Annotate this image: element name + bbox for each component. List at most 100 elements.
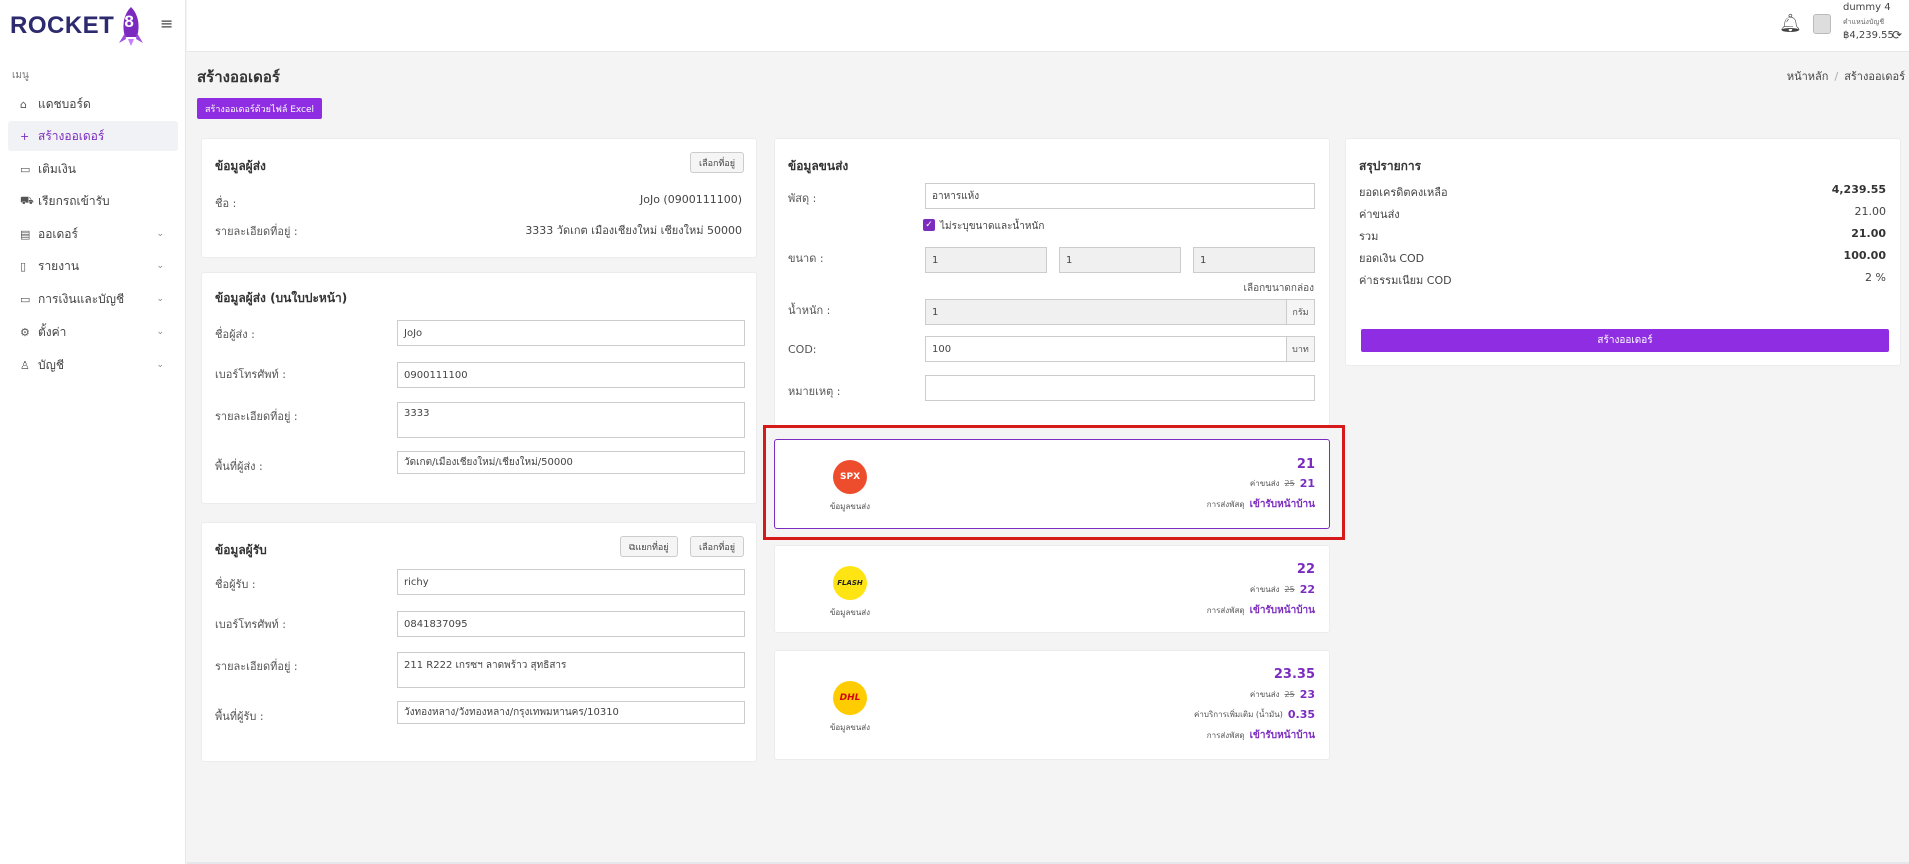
sidebar-item-pickup[interactable]: ⛟ เรียกรถเข้ารับ: [8, 186, 178, 216]
size-height-input[interactable]: 1: [1193, 247, 1315, 273]
courier-method-line: การส่งพัสดุ เข้ารับหน้าบ้าน: [1207, 603, 1315, 618]
label-sender-name-input[interactable]: JoJo: [397, 320, 745, 346]
logo[interactable]: ROCKET 8: [10, 4, 146, 48]
sidebar-item-topup[interactable]: ▭ เติมเงิน: [8, 154, 178, 184]
parcel-label: พัสดุ :: [788, 192, 817, 205]
sidebar-item-reports[interactable]: ▯ รายงาน ⌄: [8, 251, 178, 281]
label-sender-area-input[interactable]: วัดเกต/เมืองเชียงใหม่/เชียงใหม่/50000: [397, 451, 745, 474]
breadcrumb-current: สร้างออเดอร์: [1844, 70, 1905, 83]
sender-name-value: JoJo (0900111100): [639, 193, 742, 206]
receiver-name-input[interactable]: richy: [397, 569, 745, 595]
choose-box-size-link[interactable]: เลือกขนาดกล่อง: [1243, 283, 1314, 294]
cod-input[interactable]: 100: [925, 336, 1287, 362]
label-sender-phone-input[interactable]: 0900111100: [397, 362, 745, 388]
gear-icon: ⚙: [20, 325, 30, 339]
excel-import-button[interactable]: สร้างออเดอร์ด้วยไฟล์ Excel: [197, 98, 323, 119]
parcel-input[interactable]: อาหารแห้ง: [925, 183, 1315, 209]
size-width-input[interactable]: 1: [925, 247, 1047, 273]
breadcrumb-home[interactable]: หน้าหลัก: [1786, 70, 1829, 83]
user-name[interactable]: dummy 4: [1843, 2, 1891, 13]
courier-method-value: เข้ารับหน้าบ้าน: [1249, 499, 1315, 510]
receiver-address-input[interactable]: 211 R222 เกรซฯ ลาดพร้าว สุทธิสาร: [397, 652, 745, 688]
user-role: คำแหน่งบัญชี: [1843, 18, 1885, 26]
summary-row-shipping: ค่าขนส่ง 21.00: [1359, 205, 1886, 221]
home-icon: ⌂: [20, 97, 27, 111]
create-order-button[interactable]: สร้างออเดอร์: [1361, 329, 1889, 352]
sidebar-item-label: ตั้งค่า: [38, 324, 67, 339]
sidebar-item-label: สร้างออเดอร์: [38, 128, 105, 143]
shipping-card: ข้อมูลขนส่ง พัสดุ : อาหารแห้ง ขนาด : 1 1…: [774, 138, 1330, 428]
courier-option-dhl[interactable]: DHL ข้อมูลขนส่ง 23.35 ค่าขนส่ง 25 23 ค่า…: [774, 650, 1330, 760]
receiver-phone-input[interactable]: 0841837095: [397, 611, 745, 637]
label-sender-card: ข้อมูลผู้ส่ง (บนใบปะหน้า) ชื่อผู้ส่ง : J…: [201, 272, 757, 504]
topbar: 🔔︎ dummy 4 คำแหน่งบัญชี ฿4,239.55 ⟳: [187, 0, 1909, 52]
receiver-area-input[interactable]: วังทองหลาง/วังทองหลาง/กรุงเทพมหานคร/1031…: [397, 701, 745, 724]
courier-label: ข้อมูลขนส่ง: [829, 502, 871, 511]
no-size-label: ไม่ระบุขนาดและน้ำหนัก: [940, 221, 1045, 232]
summary-row-label: ยอดเครดิตคงเหลือ: [1359, 186, 1448, 199]
sidebar-item-label: บัญชี: [38, 357, 64, 372]
money-icon: ▭: [20, 292, 31, 306]
note-input[interactable]: [925, 375, 1315, 401]
sender-choose-address-button[interactable]: เลือกที่อยู่: [690, 152, 745, 173]
spx-logo-icon: SPX: [833, 460, 867, 494]
bell-icon[interactable]: 🔔︎: [1779, 13, 1802, 34]
sidebar-item-account[interactable]: ♙ บัญชี ⌄: [8, 350, 178, 380]
footer-divider: [187, 862, 1909, 864]
sidebar-item-label: รายงาน: [38, 258, 80, 273]
chevron-down-icon: ⌄: [156, 229, 164, 239]
courier-method-line: การส่งพัสดุ เข้ารับหน้าบ้าน: [1207, 728, 1315, 743]
weight-unit: กรัม: [1286, 299, 1315, 325]
receiver-card: ข้อมูลผู้รับ ⧉แยกที่อยู่ เลือกที่อยู่ ชื…: [201, 522, 757, 762]
weight-input[interactable]: 1: [925, 299, 1287, 325]
courier-option-spx[interactable]: SPX ข้อมูลขนส่ง 21 ค่าขนส่ง 25 21 การส่ง…: [774, 439, 1330, 529]
refresh-icon[interactable]: ⟳: [1892, 28, 1903, 42]
weight-label: น้ำหนัก :: [788, 304, 831, 317]
summary-row-value: 21.00: [1854, 205, 1887, 218]
courier-fee-old: 25: [1284, 690, 1295, 699]
summary-row-credit: ยอดเครดิตคงเหลือ 4,239.55: [1359, 183, 1886, 199]
breadcrumb-separator: /: [1834, 70, 1839, 83]
sidebar-item-orders[interactable]: ▤ ออเดอร์ ⌄: [8, 219, 178, 249]
courier-extra-label: ค่าบริการเพิ่มเติม (น้ำมัน): [1194, 710, 1283, 719]
sidebar-item-settings[interactable]: ⚙ ตั้งค่า ⌄: [8, 317, 178, 347]
sender-card: ข้อมูลผู้ส่ง เลือกที่อยู่ ชื่อ : JoJo (0…: [201, 138, 757, 258]
size-length-input[interactable]: 1: [1059, 247, 1181, 273]
avatar[interactable]: [1813, 14, 1831, 34]
sidebar-item-dashboard[interactable]: ⌂ แดชบอร์ด: [8, 89, 178, 119]
cod-label: COD:: [788, 343, 817, 356]
courier-label: ข้อมูลขนส่ง: [829, 608, 871, 617]
courier-fee-line: ค่าขนส่ง 25 22: [1250, 583, 1315, 596]
summary-row-label: ยอดเงิน COD: [1359, 252, 1425, 265]
sidebar-item-label: ออเดอร์: [38, 226, 78, 241]
courier-total: 23.35: [1273, 667, 1315, 682]
summary-row-cod: ยอดเงิน COD 100.00: [1359, 249, 1886, 265]
receiver-separate-address-button[interactable]: ⧉แยกที่อยู่: [620, 536, 678, 557]
sender-title: ข้อมูลผู้ส่ง: [215, 159, 266, 173]
summary-row-label: ค่าธรรมเนียม COD: [1359, 274, 1452, 287]
menu-caption: เมนู: [12, 70, 29, 81]
page-title: สร้างออเดอร์: [197, 68, 280, 86]
logo-number: 8: [124, 12, 134, 31]
sidebar-item-create-order[interactable]: + สร้างออเดอร์: [8, 121, 178, 151]
receiver-phone-label: เบอร์โทรศัพท์ :: [215, 618, 287, 631]
spx-logo-text: SPX: [839, 472, 861, 482]
courier-extra-value: 0.35: [1287, 708, 1315, 721]
chevron-down-icon: ⌄: [156, 294, 164, 304]
courier-fee-label: ค่าขนส่ง: [1249, 690, 1280, 699]
sidebar-item-finance[interactable]: ▭ การเงินและบัญชี ⌄: [8, 284, 178, 314]
receiver-choose-address-button[interactable]: เลือกที่อยู่: [690, 536, 745, 557]
summary-row-value: 100.00: [1843, 249, 1886, 262]
copy-icon: ⧉: [629, 542, 636, 553]
flash-logo-icon: FLASH: [833, 566, 867, 600]
courier-option-flash[interactable]: FLASH ข้อมูลขนส่ง 22 ค่าขนส่ง 25 22 การส…: [774, 545, 1330, 633]
summary-row-value: 2 %: [1865, 271, 1886, 284]
label-sender-address-label: รายละเอียดที่อยู่ :: [215, 410, 298, 423]
sender-address-value: 3333 วัดเกต เมืองเชียงใหม่ เชียงใหม่ 500…: [525, 224, 742, 237]
no-size-checkbox[interactable]: ✓: [923, 219, 935, 231]
hamburger-icon[interactable]: ≡: [160, 14, 174, 33]
courier-fee-new: 22: [1299, 583, 1315, 596]
label-sender-address-input[interactable]: 3333: [397, 402, 745, 438]
receiver-title: ข้อมูลผู้รับ: [215, 543, 267, 557]
summary-row-value: 4,239.55: [1831, 183, 1886, 196]
